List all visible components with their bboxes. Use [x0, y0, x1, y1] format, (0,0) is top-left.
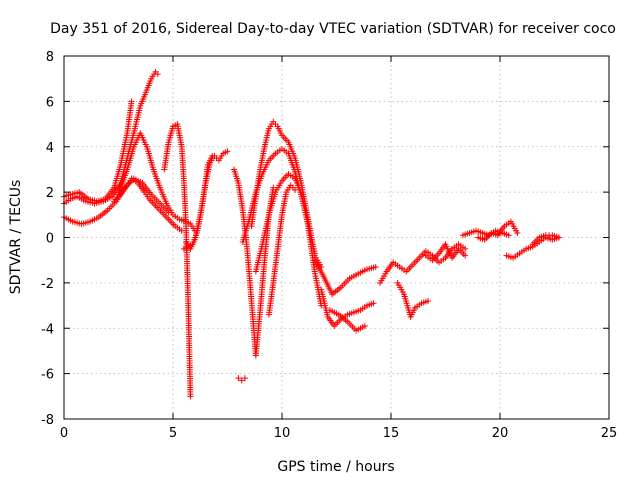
chart-title: Day 351 of 2016, Sidereal Day-to-day VTE… — [50, 21, 616, 37]
grid-lines — [64, 56, 609, 419]
x-tick-labels: 0 5 10 15 20 25 — [60, 426, 617, 441]
y-axis-label: SDTVAR / TECUs — [8, 180, 24, 295]
sdtvar-chart: Day 351 of 2016, Sidereal Day-to-day VTE… — [0, 0, 640, 480]
x-axis-label: GPS time / hours — [277, 459, 394, 475]
x-tick-label: 25 — [601, 426, 618, 441]
series-sat-r — [377, 241, 468, 286]
y-tick-label: -6 — [41, 368, 54, 383]
x-tick-label: 15 — [383, 426, 400, 441]
x-tick-label: 10 — [274, 426, 291, 441]
series-sat-n — [235, 375, 248, 383]
y-tick-label: 4 — [46, 141, 54, 156]
series-sat-f — [161, 121, 193, 399]
series-sat-w — [504, 235, 562, 261]
y-tick-label: -4 — [41, 322, 54, 337]
y-tick-labels: -8 -6 -4 -2 0 2 4 6 8 — [41, 50, 54, 428]
x-tick-label: 5 — [169, 426, 177, 441]
y-tick-label: 6 — [46, 95, 54, 110]
x-tick-label: 20 — [492, 426, 509, 441]
y-tick-label: 8 — [46, 50, 54, 65]
y-tick-label: 2 — [46, 186, 54, 201]
series-sat-s — [395, 280, 432, 320]
series-sat-g — [181, 148, 231, 252]
x-tick-label: 0 — [60, 426, 68, 441]
y-tick-label: -2 — [41, 277, 54, 292]
y-tick-label: 0 — [46, 232, 54, 247]
data-points — [61, 69, 562, 399]
series-sat-i — [231, 166, 276, 358]
y-tick-label: -8 — [41, 413, 54, 428]
